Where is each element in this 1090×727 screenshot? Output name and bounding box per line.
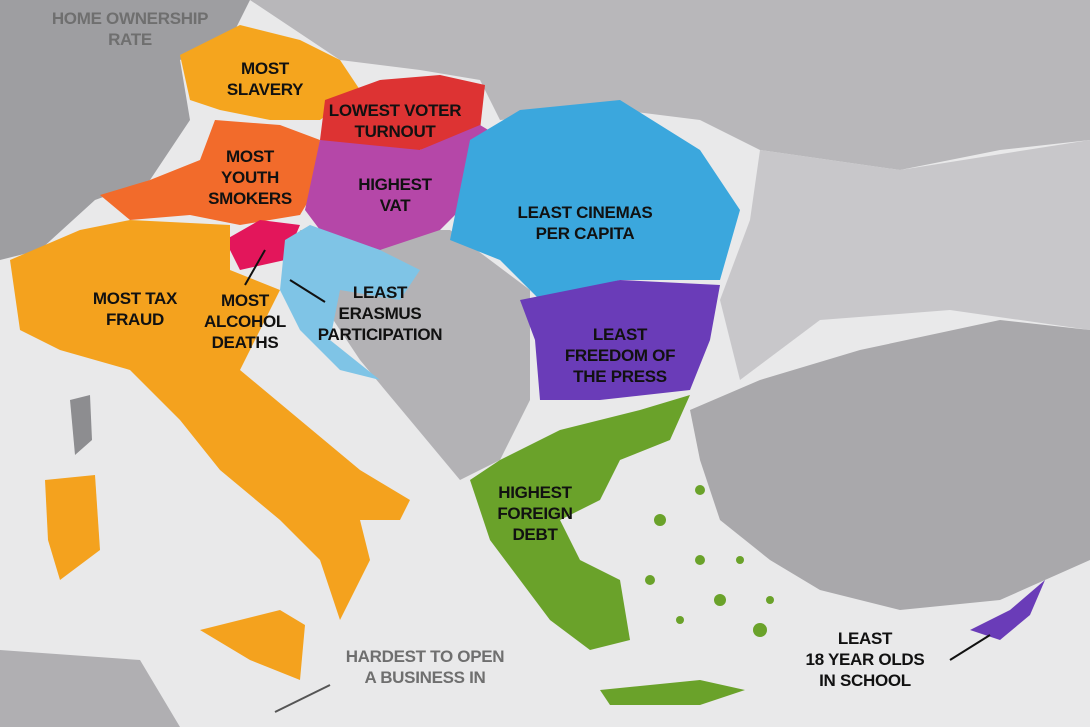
label-bulgaria: LEAST FREEDOM OF THE PRESS	[545, 324, 695, 387]
label-croatia: LEAST ERASMUS PARTICIPATION	[300, 282, 460, 345]
label-line: LEAST	[592, 325, 648, 344]
aegean-islands	[645, 485, 774, 637]
label-hungary: HIGHEST VAT	[340, 174, 450, 216]
label-line: SMOKERS	[208, 189, 292, 208]
label-home-ownership: HOME OWNERSHIP RATE	[30, 8, 230, 50]
bulgaria-region	[520, 280, 720, 400]
label-austria: MOST YOUTH SMOKERS	[190, 146, 310, 209]
sardinia	[45, 475, 100, 580]
label-line: LEAST CINEMAS	[517, 203, 653, 222]
label-line: ERASMUS	[338, 304, 422, 323]
label-line: PARTICIPATION	[317, 325, 443, 344]
greece-region	[470, 395, 690, 650]
romania-region	[450, 100, 740, 300]
slovenia-region	[225, 220, 300, 270]
label-line: HIGHEST	[498, 483, 572, 502]
hungary-region	[305, 125, 505, 250]
label-line: A BUSINESS IN	[364, 668, 486, 687]
label-line: SLAVERY	[226, 80, 304, 99]
label-line: DEATHS	[211, 333, 279, 352]
cyprus-region	[970, 580, 1045, 640]
label-line: HOME OWNERSHIP	[51, 9, 209, 28]
label-italy: MOST TAX FRAUD	[65, 288, 205, 330]
label-cyprus: LEAST 18 YEAR OLDS IN SCHOOL	[800, 628, 930, 691]
label-greece: HIGHEST FOREIGN DEBT	[480, 482, 590, 545]
austria-region	[100, 120, 320, 225]
land-turkey	[690, 320, 1090, 610]
label-line: MOST TAX	[92, 289, 178, 308]
malta-leader-line	[274, 684, 331, 713]
label-line: PER CAPITA	[535, 224, 635, 243]
label-romania: LEAST CINEMAS PER CAPITA	[495, 202, 675, 244]
croatia-leader-line	[289, 279, 326, 303]
slovenia-leader-line	[244, 249, 266, 286]
label-slovenia: MOST ALCOHOL DEATHS	[190, 290, 300, 353]
land-north	[250, 0, 1090, 170]
land-west	[0, 0, 250, 260]
corsica	[70, 395, 92, 455]
croatia-region	[280, 225, 420, 380]
label-line: LEAST	[837, 629, 893, 648]
label-malta: HARDEST TO OPEN A BUSINESS IN	[325, 646, 525, 688]
crete	[600, 680, 745, 705]
label-line: VAT	[379, 196, 411, 215]
land-east	[720, 140, 1090, 380]
label-line: LEAST	[352, 283, 408, 302]
label-line: MOST	[241, 59, 289, 78]
label-line: TURNOUT	[354, 122, 436, 141]
label-line: HARDEST TO OPEN	[345, 647, 505, 666]
label-line: YOUTH	[220, 168, 279, 187]
label-line: FRAUD	[106, 310, 164, 329]
label-czech: MOST SLAVERY	[205, 58, 325, 100]
label-line: MOST	[226, 147, 274, 166]
label-line: MOST	[221, 291, 269, 310]
label-line: 18 YEAR OLDS	[805, 650, 925, 669]
slovakia-region	[320, 75, 485, 155]
label-line: FREEDOM OF	[564, 346, 676, 365]
land-africa	[0, 650, 180, 727]
cyprus-leader-line	[949, 634, 991, 661]
italy-region	[10, 220, 410, 620]
czech-region	[180, 25, 360, 120]
label-line: IN SCHOOL	[819, 671, 911, 690]
label-line: THE PRESS	[573, 367, 667, 386]
label-slovakia: LOWEST VOTER TURNOUT	[320, 100, 470, 142]
label-line: ALCOHOL	[204, 312, 286, 331]
label-line: LOWEST VOTER	[328, 101, 462, 120]
label-line: FOREIGN	[497, 504, 573, 523]
label-line: RATE	[108, 30, 152, 49]
label-line: HIGHEST	[358, 175, 432, 194]
sicily	[200, 610, 305, 680]
label-line: DEBT	[512, 525, 558, 544]
